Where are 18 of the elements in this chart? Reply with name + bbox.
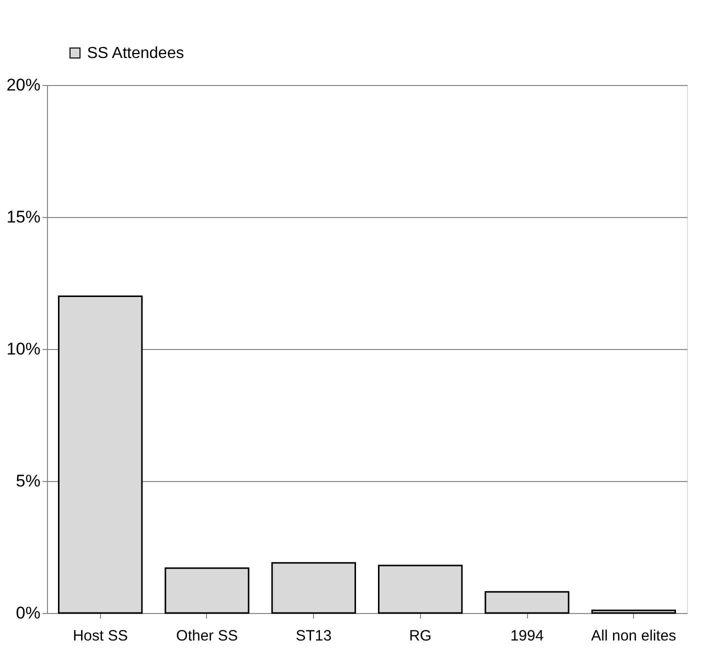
x-tick-label: RG: [409, 628, 432, 644]
x-tick-label: All non elites: [591, 628, 676, 644]
x-tick-label: ST13: [296, 628, 332, 644]
bar: [271, 562, 356, 614]
y-tick-label: 0%: [16, 604, 40, 622]
y-tick-label: 20%: [6, 76, 40, 94]
bar: [591, 610, 676, 614]
bar: [164, 567, 250, 614]
y-tick-label: 15%: [6, 208, 40, 226]
x-tick-label: Host SS: [72, 628, 128, 644]
y-tick-label: 5%: [16, 472, 40, 490]
bar: [484, 591, 570, 614]
bar: [58, 295, 143, 614]
bar: [378, 564, 463, 614]
y-tick-label: 10%: [6, 340, 40, 358]
x-tick-label: 1994: [510, 628, 544, 644]
x-tick-label: Other SS: [176, 628, 238, 644]
legend-label: SS Attendees: [87, 45, 184, 62]
